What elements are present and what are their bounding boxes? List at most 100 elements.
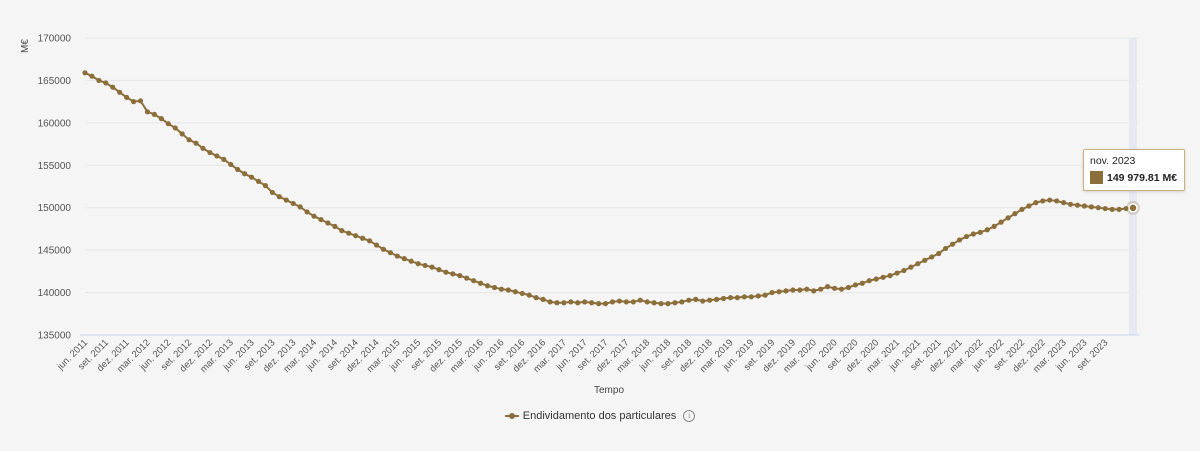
data-point[interactable]: [644, 299, 650, 305]
data-point[interactable]: [713, 296, 720, 302]
data-point[interactable]: [186, 137, 192, 143]
data-point[interactable]: [519, 290, 525, 297]
data-point[interactable]: [248, 174, 255, 180]
data-point[interactable]: [804, 286, 810, 292]
data-point[interactable]: [956, 237, 963, 243]
data-point[interactable]: [346, 230, 352, 236]
data-point[interactable]: [228, 161, 234, 168]
data-point[interactable]: [110, 84, 116, 90]
data-point[interactable]: [984, 227, 990, 233]
data-point[interactable]: [901, 267, 907, 274]
data-point[interactable]: [366, 238, 373, 244]
data-point[interactable]: [963, 233, 970, 240]
data-point[interactable]: [332, 223, 338, 229]
data-point[interactable]: [221, 156, 227, 162]
data-point[interactable]: [949, 241, 956, 247]
data-point[interactable]: [380, 246, 387, 252]
data-point[interactable]: [318, 216, 324, 223]
data-point[interactable]: [137, 98, 144, 104]
data-point[interactable]: [838, 286, 845, 292]
data-point[interactable]: [672, 300, 678, 306]
data-point[interactable]: [651, 300, 657, 306]
data-point[interactable]: [665, 301, 671, 307]
data-point[interactable]: [297, 204, 303, 210]
data-point[interactable]: [89, 73, 95, 79]
data-point[interactable]: [540, 296, 546, 302]
data-point[interactable]: [401, 256, 407, 262]
data-point[interactable]: [602, 301, 609, 307]
data-point[interactable]: [616, 298, 623, 304]
data-point[interactable]: [609, 299, 616, 305]
data-point[interactable]: [1102, 205, 1108, 212]
data-point[interactable]: [776, 289, 782, 295]
data-point[interactable]: [165, 121, 171, 127]
data-point[interactable]: [720, 295, 727, 302]
data-point[interactable]: [436, 267, 442, 273]
data-point[interactable]: [96, 77, 102, 84]
data-point[interactable]: [429, 264, 435, 270]
data-point[interactable]: [894, 270, 900, 276]
data-point[interactable]: [1081, 203, 1088, 209]
data-point[interactable]: [124, 94, 130, 100]
data-point[interactable]: [915, 261, 921, 267]
data-point[interactable]: [200, 145, 206, 151]
data-point[interactable]: [762, 292, 768, 298]
data-point[interactable]: [262, 183, 269, 189]
info-icon[interactable]: i: [683, 410, 696, 422]
data-point[interactable]: [630, 299, 636, 305]
data-point[interactable]: [880, 274, 886, 280]
data-point[interactable]: [595, 301, 602, 307]
data-point[interactable]: [589, 300, 595, 306]
data-point[interactable]: [936, 250, 942, 257]
data-point[interactable]: [1074, 202, 1081, 208]
data-point[interactable]: [1026, 203, 1032, 209]
data-point[interactable]: [1109, 206, 1115, 213]
data-point[interactable]: [734, 295, 741, 301]
data-point[interactable]: [443, 269, 449, 275]
data-point[interactable]: [873, 276, 879, 282]
data-point[interactable]: [450, 271, 456, 277]
data-point[interactable]: [457, 273, 463, 279]
data-point[interactable]: [866, 278, 872, 284]
data-point[interactable]: [790, 287, 796, 293]
data-point[interactable]: [686, 297, 692, 303]
data-point[interactable]: [512, 289, 518, 295]
series-line[interactable]: [84, 71, 1134, 305]
data-point[interactable]: [491, 284, 498, 291]
data-point[interactable]: [464, 275, 470, 281]
data-point[interactable]: [568, 299, 574, 305]
legend-item-endividamento[interactable]: Endividamento dos particulares i: [504, 410, 696, 422]
data-point[interactable]: [679, 299, 685, 305]
data-point[interactable]: [478, 280, 484, 286]
data-point[interactable]: [1088, 204, 1094, 210]
data-point[interactable]: [561, 300, 567, 306]
data-point[interactable]: [845, 284, 852, 291]
data-point[interactable]: [325, 220, 331, 226]
data-point[interactable]: [1123, 205, 1129, 212]
data-point[interactable]: [991, 223, 997, 229]
data-point[interactable]: [831, 285, 838, 291]
data-point[interactable]: [290, 200, 296, 207]
data-point[interactable]: [547, 299, 553, 305]
data-point[interactable]: [783, 288, 789, 294]
data-point[interactable]: [117, 89, 123, 95]
data-point[interactable]: [707, 297, 713, 303]
data-point[interactable]: [484, 283, 491, 289]
data-point[interactable]: [825, 284, 831, 290]
data-point[interactable]: [193, 140, 199, 146]
data-point[interactable]: [575, 300, 581, 306]
data-point[interactable]: [158, 116, 164, 122]
data-point[interactable]: [970, 231, 976, 237]
data-point[interactable]: [1047, 197, 1053, 203]
data-point[interactable]: [1005, 215, 1011, 221]
data-point[interactable]: [693, 296, 699, 302]
data-point[interactable]: [1040, 198, 1046, 204]
data-point[interactable]: [1067, 201, 1074, 207]
data-point[interactable]: [658, 301, 664, 307]
data-point[interactable]: [144, 109, 151, 115]
data-point[interactable]: [727, 295, 734, 301]
data-point[interactable]: [1033, 200, 1039, 206]
data-point[interactable]: [103, 80, 109, 86]
data-point[interactable]: [415, 261, 421, 267]
data-point[interactable]: [82, 70, 88, 76]
